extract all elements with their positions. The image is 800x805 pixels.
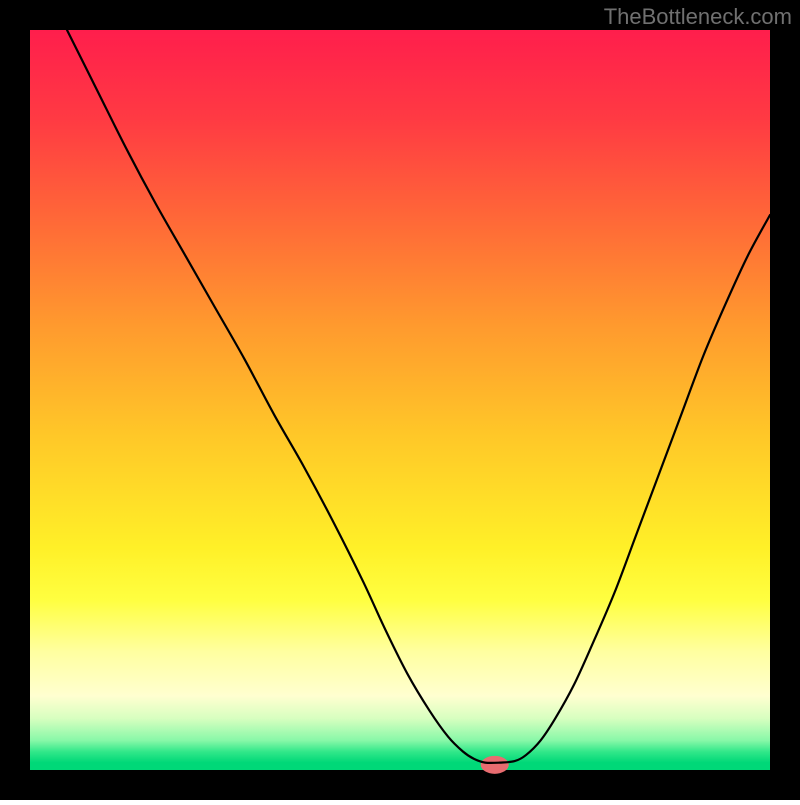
chart-svg [0,0,800,800]
min-marker [481,756,509,774]
bottleneck-chart: TheBottleneck.com [0,0,800,800]
watermark-text: TheBottleneck.com [604,4,792,30]
